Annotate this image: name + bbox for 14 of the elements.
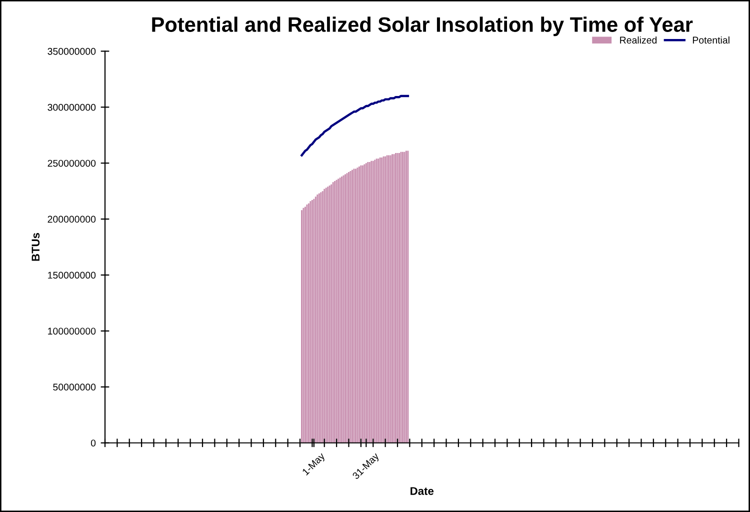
y-tick-label: 0 (90, 440, 96, 446)
y-tick-label: 250000000 (48, 160, 96, 167)
y-tick-label: 300000000 (48, 104, 96, 111)
y-tick-label: 100000000 (48, 328, 96, 335)
legend-label: Realized (620, 36, 657, 44)
line-series (300, 94, 410, 156)
y-tick-label: 350000000 (48, 48, 96, 55)
y-tick-label: 150000000 (48, 272, 96, 279)
y-axis-title: BTUs (32, 232, 40, 261)
x-axis-title: Date (410, 487, 434, 495)
y-tick-label: 200000000 (48, 216, 96, 223)
chart-title: Potential and Realized Solar Insolation by Time of Year (152, 16, 693, 36)
y-tick-label: 50000000 (53, 384, 96, 391)
legend-label: Potential (692, 36, 730, 44)
